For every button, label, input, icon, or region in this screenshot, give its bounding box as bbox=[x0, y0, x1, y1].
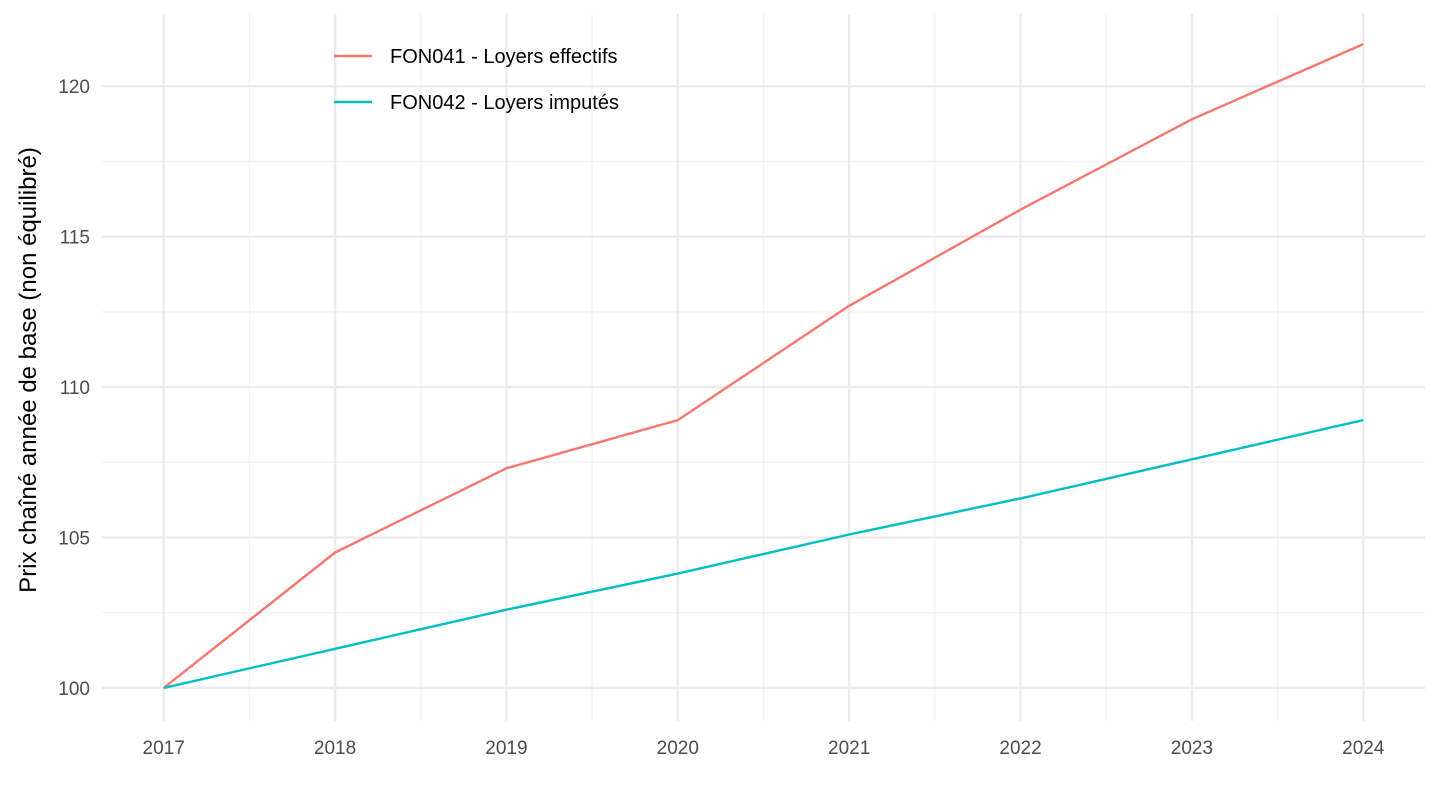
x-tick-label: 2021 bbox=[828, 738, 870, 759]
y-axis-tick-labels: 100 105 110 115 120 bbox=[58, 77, 90, 700]
x-tick-label: 2024 bbox=[1342, 738, 1385, 759]
legend: FON041 - Loyers effectifs FON042 - Loyers… bbox=[334, 46, 619, 114]
legend-label: FON041 - Loyers effectifs bbox=[390, 46, 618, 68]
major-gridlines bbox=[102, 14, 1425, 721]
x-tick-label: 2022 bbox=[999, 738, 1041, 759]
x-tick-label: 2023 bbox=[1171, 738, 1213, 759]
x-axis-tick-labels: 2017 2018 2019 2020 2021 2022 2023 2024 bbox=[143, 738, 1385, 759]
y-tick-label: 115 bbox=[60, 228, 90, 249]
series-line-2 bbox=[163, 418, 1364, 690]
series-layer bbox=[162, 43, 1364, 690]
minor-gridlines bbox=[102, 14, 1425, 721]
y-tick-label: 120 bbox=[58, 77, 90, 98]
legend-item: FON041 - Loyers effectifs bbox=[334, 46, 618, 68]
legend-label: FON042 - Loyers imputés bbox=[390, 92, 619, 114]
x-tick-label: 2019 bbox=[485, 738, 527, 759]
legend-item: FON042 - Loyers imputés bbox=[334, 92, 619, 114]
y-tick-label: 105 bbox=[58, 528, 90, 549]
x-tick-label: 2020 bbox=[657, 738, 699, 759]
y-axis-title: Prix chaîné année de base (non équilibré… bbox=[15, 147, 42, 593]
x-tick-label: 2017 bbox=[143, 738, 185, 759]
y-tick-label: 100 bbox=[58, 679, 90, 700]
series-line-1 bbox=[162, 43, 1364, 689]
y-tick-label: 110 bbox=[60, 378, 90, 399]
x-tick-label: 2018 bbox=[314, 738, 356, 759]
